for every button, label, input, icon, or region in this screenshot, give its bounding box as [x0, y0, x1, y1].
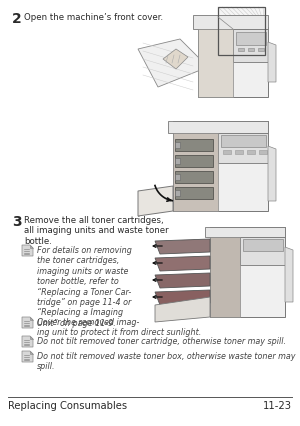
Polygon shape [233, 30, 268, 63]
Text: Open the machine’s front cover.: Open the machine’s front cover. [24, 13, 163, 22]
Text: 3: 3 [12, 215, 22, 228]
Polygon shape [238, 49, 244, 52]
Polygon shape [218, 134, 268, 164]
Polygon shape [210, 237, 240, 317]
Polygon shape [243, 239, 283, 251]
Text: Do not tilt removed waste toner box, otherwise waste toner may
spill.: Do not tilt removed waste toner box, oth… [37, 351, 296, 371]
Polygon shape [173, 122, 268, 211]
Polygon shape [22, 245, 33, 256]
Polygon shape [175, 158, 180, 164]
Polygon shape [258, 49, 264, 52]
Polygon shape [30, 317, 33, 320]
Polygon shape [168, 122, 268, 134]
Polygon shape [248, 49, 254, 52]
Polygon shape [223, 151, 231, 155]
Polygon shape [235, 151, 243, 155]
Polygon shape [138, 187, 173, 216]
Polygon shape [163, 50, 188, 70]
Polygon shape [175, 140, 213, 152]
Polygon shape [198, 30, 233, 98]
Text: 2: 2 [12, 12, 22, 26]
Polygon shape [30, 351, 33, 354]
Text: Cover the removed imag-
ing unit to protect it from direct sunlight.: Cover the removed imag- ing unit to prot… [37, 317, 201, 337]
Polygon shape [268, 147, 276, 201]
Polygon shape [247, 151, 255, 155]
Polygon shape [155, 273, 210, 288]
Polygon shape [175, 190, 180, 196]
Polygon shape [210, 227, 285, 317]
Polygon shape [22, 351, 33, 362]
Polygon shape [205, 227, 285, 237]
Polygon shape [138, 40, 208, 88]
Polygon shape [268, 43, 276, 83]
Polygon shape [193, 16, 268, 30]
Polygon shape [175, 175, 180, 181]
Polygon shape [155, 256, 210, 271]
Polygon shape [155, 297, 210, 322]
Polygon shape [155, 239, 210, 254]
Polygon shape [236, 33, 266, 46]
Polygon shape [175, 143, 180, 149]
Polygon shape [198, 28, 268, 98]
Text: Replacing Consumables: Replacing Consumables [8, 400, 127, 410]
Text: Remove the all toner cartridges,
all imaging units and waste toner
bottle.: Remove the all toner cartridges, all ima… [24, 216, 169, 245]
Polygon shape [22, 336, 33, 347]
Polygon shape [175, 155, 213, 167]
Polygon shape [30, 336, 33, 339]
Polygon shape [285, 248, 293, 302]
Polygon shape [173, 134, 218, 211]
Polygon shape [221, 136, 266, 148]
Polygon shape [30, 245, 33, 248]
Text: For details on removing
the toner cartridges,
imaging units or waste
toner bottl: For details on removing the toner cartri… [37, 245, 132, 327]
Polygon shape [155, 290, 210, 305]
Text: Do not tilt removed toner cartridge, otherwise toner may spill.: Do not tilt removed toner cartridge, oth… [37, 336, 286, 345]
Polygon shape [218, 8, 265, 56]
Polygon shape [259, 151, 267, 155]
Polygon shape [175, 172, 213, 184]
Polygon shape [240, 237, 285, 265]
Polygon shape [22, 317, 33, 328]
Polygon shape [175, 187, 213, 199]
Text: 11-23: 11-23 [263, 400, 292, 410]
